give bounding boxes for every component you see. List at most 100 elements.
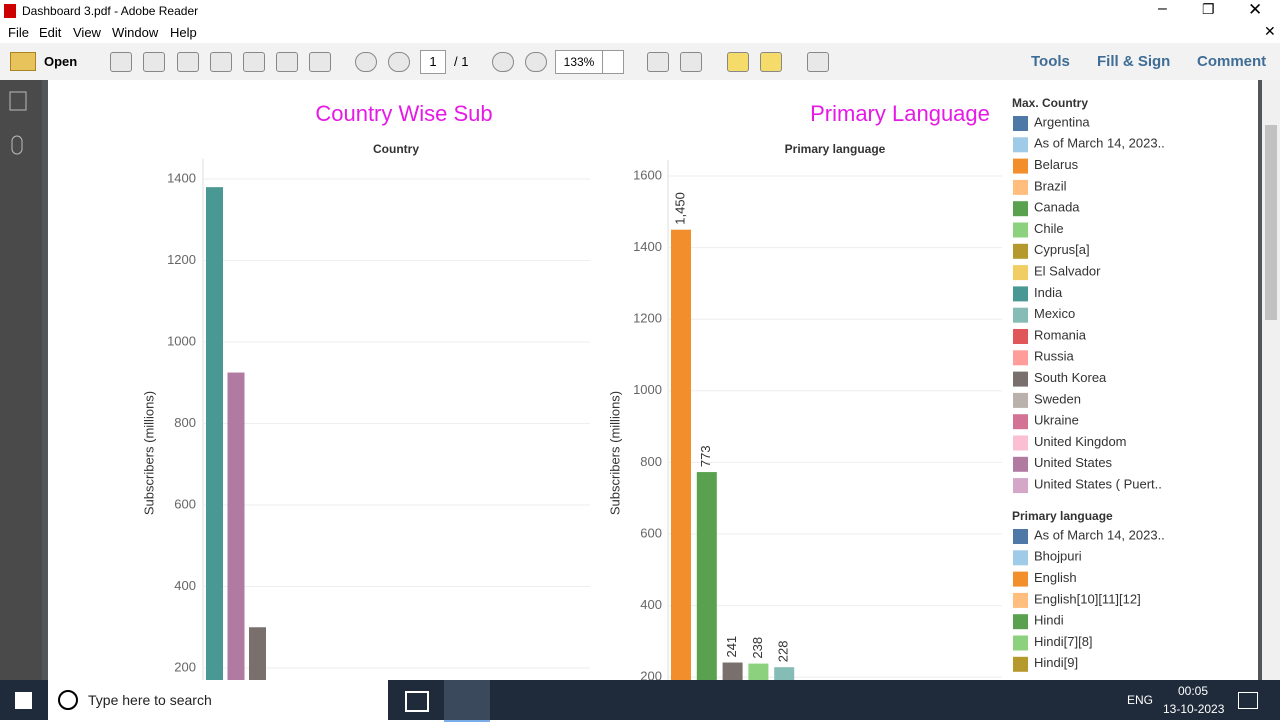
- legend-label: United States ( Puert..: [1034, 477, 1162, 492]
- comment-link[interactable]: Comment: [1197, 53, 1267, 70]
- legend-swatch: [1013, 179, 1028, 195]
- prev-page[interactable]: [355, 52, 377, 72]
- chart-title: Country Wise Sub: [315, 101, 492, 126]
- menu-item[interactable]: Window: [112, 25, 159, 40]
- legend-label: Russia: [1034, 349, 1075, 364]
- legend-label: Cyprus[a]: [1034, 242, 1090, 257]
- minimize[interactable]: –: [1158, 0, 1167, 17]
- y-tick-label: 600: [174, 496, 196, 511]
- value-label: 241: [724, 636, 739, 658]
- next-page[interactable]: [388, 52, 410, 72]
- legend-label: Belarus: [1034, 157, 1079, 172]
- zoom-in[interactable]: [525, 52, 547, 72]
- chart-header: Country: [373, 142, 419, 156]
- legend-label: As of March 14, 2023..: [1034, 136, 1165, 151]
- bar: [206, 187, 223, 680]
- y-tick-label: 1600: [633, 167, 662, 182]
- page-input[interactable]: 1: [420, 50, 446, 74]
- y-tick-label: 200: [640, 669, 662, 680]
- clock-date[interactable]: 13-10-2023: [1163, 702, 1225, 716]
- search-placeholder[interactable]: Type here to search: [88, 692, 212, 708]
- search-box[interactable]: Type here to search: [48, 680, 388, 720]
- tool-icon[interactable]: [177, 52, 199, 72]
- taskbar: Type here to search ENG 00:05 13-10-2023: [0, 680, 1280, 722]
- legend-swatch: [1013, 414, 1028, 430]
- legend-label: Hindi[7][8]: [1034, 634, 1093, 649]
- tool-icon[interactable]: [243, 52, 265, 72]
- attach-icon[interactable]: [11, 135, 23, 155]
- y-tick-label: 200: [174, 659, 196, 674]
- legend-swatch: [1013, 435, 1028, 451]
- language[interactable]: ENG: [1127, 693, 1154, 707]
- legend-swatch: [1013, 265, 1028, 281]
- task-view[interactable]: [405, 691, 429, 712]
- fill-sign-link[interactable]: Fill & Sign: [1097, 53, 1171, 70]
- maximize[interactable]: ❐: [1202, 1, 1215, 17]
- tool-icon[interactable]: [143, 52, 165, 72]
- zoom-input[interactable]: 133%: [555, 50, 603, 74]
- menu-item[interactable]: File: [8, 25, 29, 40]
- menu-item[interactable]: View: [73, 25, 101, 40]
- bar: [696, 472, 717, 680]
- toolbar: Open 1 / 1 133% Tools Fill & Sign Commen…: [0, 43, 1280, 81]
- chart-title: Primary Language: [810, 101, 990, 126]
- y-tick-label: 800: [174, 415, 196, 430]
- legend-swatch: [1013, 656, 1028, 672]
- legend-swatch: [1013, 592, 1028, 608]
- tool-icon[interactable]: [309, 52, 331, 72]
- tool-icon[interactable]: [110, 52, 132, 72]
- y-tick-label: 1000: [167, 333, 196, 348]
- legend-swatch: [1013, 350, 1028, 366]
- scroll-thumb[interactable]: [1265, 125, 1277, 320]
- legend-swatch: [1013, 635, 1028, 651]
- tool-icon[interactable]: [760, 52, 782, 72]
- window-title: Dashboard 3.pdf - Adobe Reader: [22, 4, 199, 18]
- bar: [249, 627, 266, 680]
- tool-icon[interactable]: [276, 52, 298, 72]
- legend-swatch: [1013, 307, 1028, 323]
- reader-task[interactable]: [444, 680, 490, 722]
- y-tick-label: 1200: [633, 311, 662, 326]
- legend-label: English: [1034, 570, 1077, 585]
- close-doc[interactable]: ✕: [1264, 23, 1276, 39]
- legend-label: United States: [1034, 455, 1113, 470]
- y-tick-label: 400: [174, 578, 196, 593]
- chart-header: Primary language: [785, 142, 886, 156]
- tool-icon[interactable]: [210, 52, 232, 72]
- legend-swatch: [1013, 529, 1028, 544]
- close[interactable]: ✕: [1248, 0, 1263, 19]
- tool-icon[interactable]: [647, 52, 669, 72]
- tools-link[interactable]: Tools: [1031, 53, 1070, 70]
- tool-icon[interactable]: [727, 52, 749, 72]
- zoom-out[interactable]: [492, 52, 514, 72]
- value-label: 1,450: [672, 192, 687, 225]
- legend-label: South Korea: [1034, 370, 1107, 385]
- menu-item[interactable]: Edit: [39, 25, 62, 40]
- page-total: / 1: [454, 54, 469, 69]
- legend-label: Bhojpuri: [1034, 549, 1082, 564]
- legend-swatch: [1013, 478, 1028, 494]
- y-tick-label: 1000: [633, 382, 662, 397]
- clock-time[interactable]: 00:05: [1178, 684, 1209, 698]
- tool-icon[interactable]: [680, 52, 702, 72]
- zoom-dropdown[interactable]: [602, 50, 624, 74]
- value-label: 773: [698, 445, 713, 467]
- menu-item[interactable]: Help: [170, 25, 197, 40]
- value-label: 238: [750, 637, 765, 659]
- y-tick-label: 400: [640, 597, 662, 612]
- legend-label: El Salvador: [1034, 264, 1101, 279]
- legend-label: As of March 14, 2023..: [1034, 527, 1165, 542]
- open-button[interactable]: Open: [44, 54, 78, 69]
- legend-label: English[10][11][12]: [1034, 591, 1141, 606]
- search-icon: [58, 690, 78, 710]
- start-button[interactable]: [15, 692, 32, 709]
- tool-icon[interactable]: [807, 52, 829, 72]
- legend-label: Mexico: [1034, 306, 1075, 321]
- legend-label: Hindi[9]: [1034, 655, 1078, 670]
- legend-label: Ukraine: [1034, 413, 1079, 428]
- legend-title: Primary language: [1012, 509, 1113, 523]
- pages-icon[interactable]: [9, 91, 27, 111]
- legend-label: Brazil: [1034, 178, 1067, 193]
- notifications[interactable]: [1238, 692, 1258, 709]
